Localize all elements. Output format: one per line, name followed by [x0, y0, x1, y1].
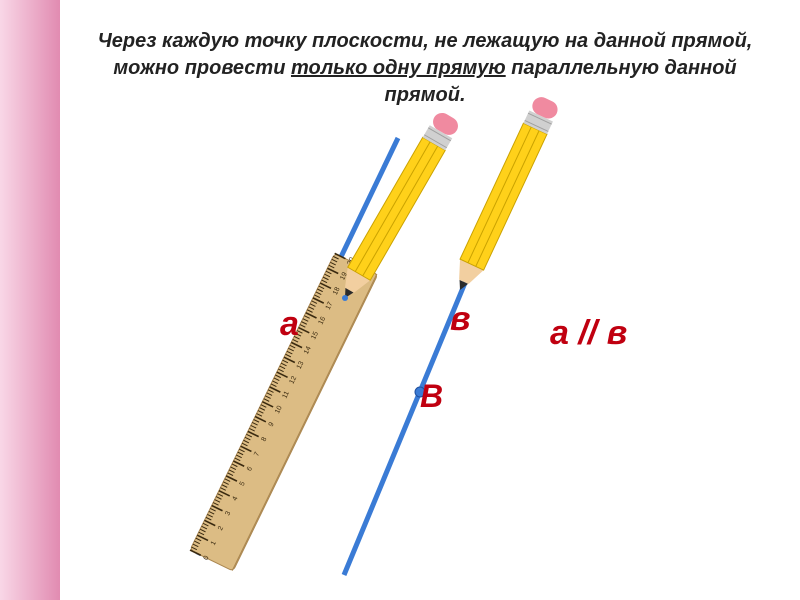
- svg-text:8: 8: [260, 436, 268, 443]
- title-underlined-a: только одну прямую: [291, 57, 506, 79]
- label-point-b: В: [420, 378, 443, 415]
- svg-text:0: 0: [203, 555, 211, 562]
- svg-text:14: 14: [303, 345, 313, 355]
- svg-text:4: 4: [232, 495, 240, 502]
- decorative-sidebar: [0, 0, 60, 600]
- svg-text:6: 6: [246, 466, 254, 473]
- svg-text:2: 2: [217, 525, 225, 532]
- svg-text:15: 15: [310, 331, 320, 341]
- svg-text:16: 16: [318, 316, 328, 326]
- svg-text:7: 7: [253, 451, 261, 458]
- svg-text:19: 19: [339, 271, 349, 281]
- svg-text:17: 17: [325, 301, 335, 311]
- label-line-v: в: [450, 300, 471, 339]
- svg-text:1: 1: [210, 540, 218, 547]
- svg-text:5: 5: [239, 481, 247, 488]
- svg-text:18: 18: [332, 286, 342, 296]
- svg-text:20: 20: [346, 256, 356, 266]
- svg-text:3: 3: [224, 510, 232, 517]
- slide-stage: Через каждую точку плоскости, не лежащую…: [0, 0, 800, 600]
- label-line-a: а: [280, 305, 299, 344]
- svg-text:13: 13: [296, 360, 306, 370]
- slide-title: Через каждую точку плоскости, не лежащую…: [80, 28, 770, 109]
- svg-text:11: 11: [281, 390, 291, 400]
- label-parallel: а // в: [550, 314, 627, 353]
- title-part2: параллельную: [506, 57, 665, 79]
- svg-text:12: 12: [289, 375, 299, 385]
- svg-text:9: 9: [268, 421, 276, 428]
- svg-text:10: 10: [274, 405, 284, 415]
